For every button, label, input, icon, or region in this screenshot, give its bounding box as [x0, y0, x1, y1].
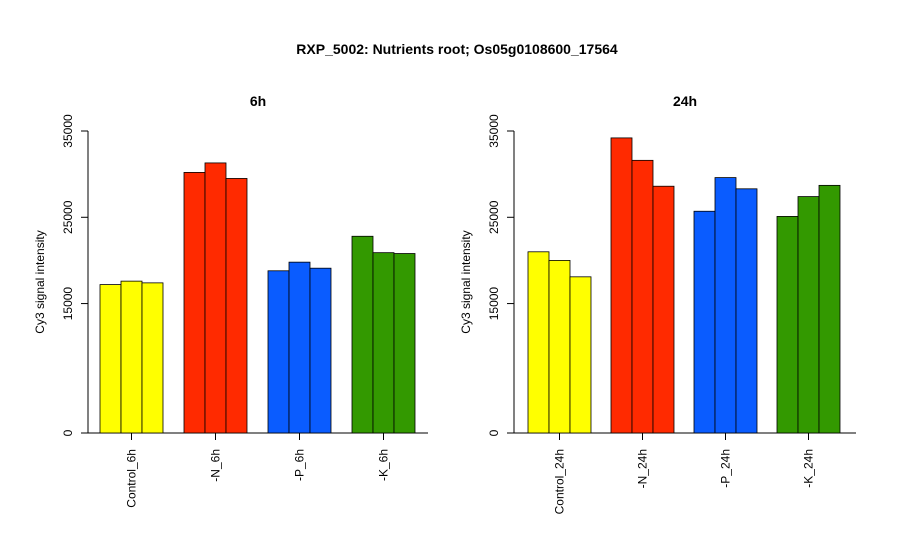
panel-title: 6h	[250, 93, 266, 109]
x-category-label: -N_6h	[209, 449, 223, 482]
y-tick-label: 0	[487, 429, 501, 436]
x-category-label: -K_24h	[802, 449, 816, 488]
y-tick-label: 15000	[61, 287, 75, 321]
bar--P_6h-2	[288, 261, 311, 434]
bar-Control_24h-2	[548, 260, 571, 434]
y-tick-label: 0	[61, 429, 75, 436]
bar--P_24h-2	[714, 177, 737, 434]
y-axis-label: Cy3 signal intensity	[33, 230, 47, 333]
chart-panels: 6h 0 15000 25000 35000 Cy3 signal intensity Co…	[33, 93, 856, 514]
bar-Control_6h-3	[141, 282, 164, 434]
y-tick-label: 25000	[487, 200, 501, 234]
bar--N_24h-3	[652, 185, 675, 434]
bar--K_6h-3	[393, 253, 416, 434]
y-tick-label: 35000	[487, 114, 501, 148]
bar-Control_24h-1	[527, 251, 550, 434]
chart-panel-1: 24h 0 15000 25000 35000 Cy3 signal intensity C…	[459, 93, 856, 514]
bar--K_6h-1	[351, 235, 374, 434]
bar--N_6h-1	[183, 172, 206, 434]
bar--P_24h-1	[693, 210, 716, 434]
bar--P_6h-3	[309, 267, 332, 434]
bar--K_24h-2	[797, 196, 820, 434]
x-category-label: -P_6h	[293, 449, 307, 481]
y-axis-label: Cy3 signal intensity	[459, 230, 473, 333]
bar--N_6h-3	[225, 178, 248, 434]
bar-Control_6h-1	[99, 284, 122, 434]
bar--P_24h-3	[735, 188, 758, 434]
y-tick-label: 25000	[61, 200, 75, 234]
bar-Control_24h-3	[569, 276, 592, 434]
x-category-label: -P_24h	[719, 449, 733, 488]
x-category-label: -K_6h	[377, 449, 391, 481]
bar--N_24h-1	[610, 137, 633, 434]
bar--N_6h-2	[204, 162, 227, 434]
bar--K_6h-2	[372, 252, 395, 434]
bar--K_24h-1	[776, 216, 799, 434]
panel-title: 24h	[673, 93, 697, 109]
x-category-label: Control_6h	[125, 449, 139, 508]
bar-Control_6h-2	[120, 280, 143, 434]
x-category-label: -N_24h	[636, 449, 650, 488]
y-tick-label: 35000	[61, 114, 75, 148]
x-category-label: Control_24h	[553, 449, 567, 514]
bar--N_24h-2	[631, 159, 654, 434]
chart-panel-0: 6h 0 15000 25000 35000 Cy3 signal intensity Co…	[33, 93, 428, 508]
main-title: RXP_5002: Nutrients root; Os05g0108600_1…	[296, 41, 618, 57]
bar--K_24h-3	[818, 184, 841, 434]
bar--P_6h-1	[267, 270, 290, 434]
y-tick-label: 15000	[487, 287, 501, 321]
